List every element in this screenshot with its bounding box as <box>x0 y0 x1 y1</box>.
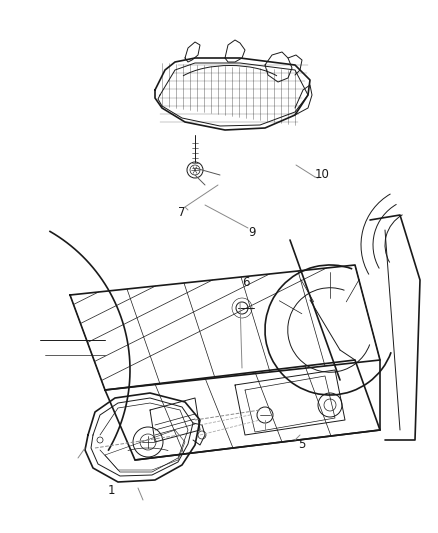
Text: 5: 5 <box>298 439 305 451</box>
Text: 9: 9 <box>248 225 255 238</box>
Text: 6: 6 <box>242 277 250 289</box>
Text: 10: 10 <box>315 168 330 182</box>
Text: 7: 7 <box>178 206 186 219</box>
Text: 1: 1 <box>108 483 116 497</box>
